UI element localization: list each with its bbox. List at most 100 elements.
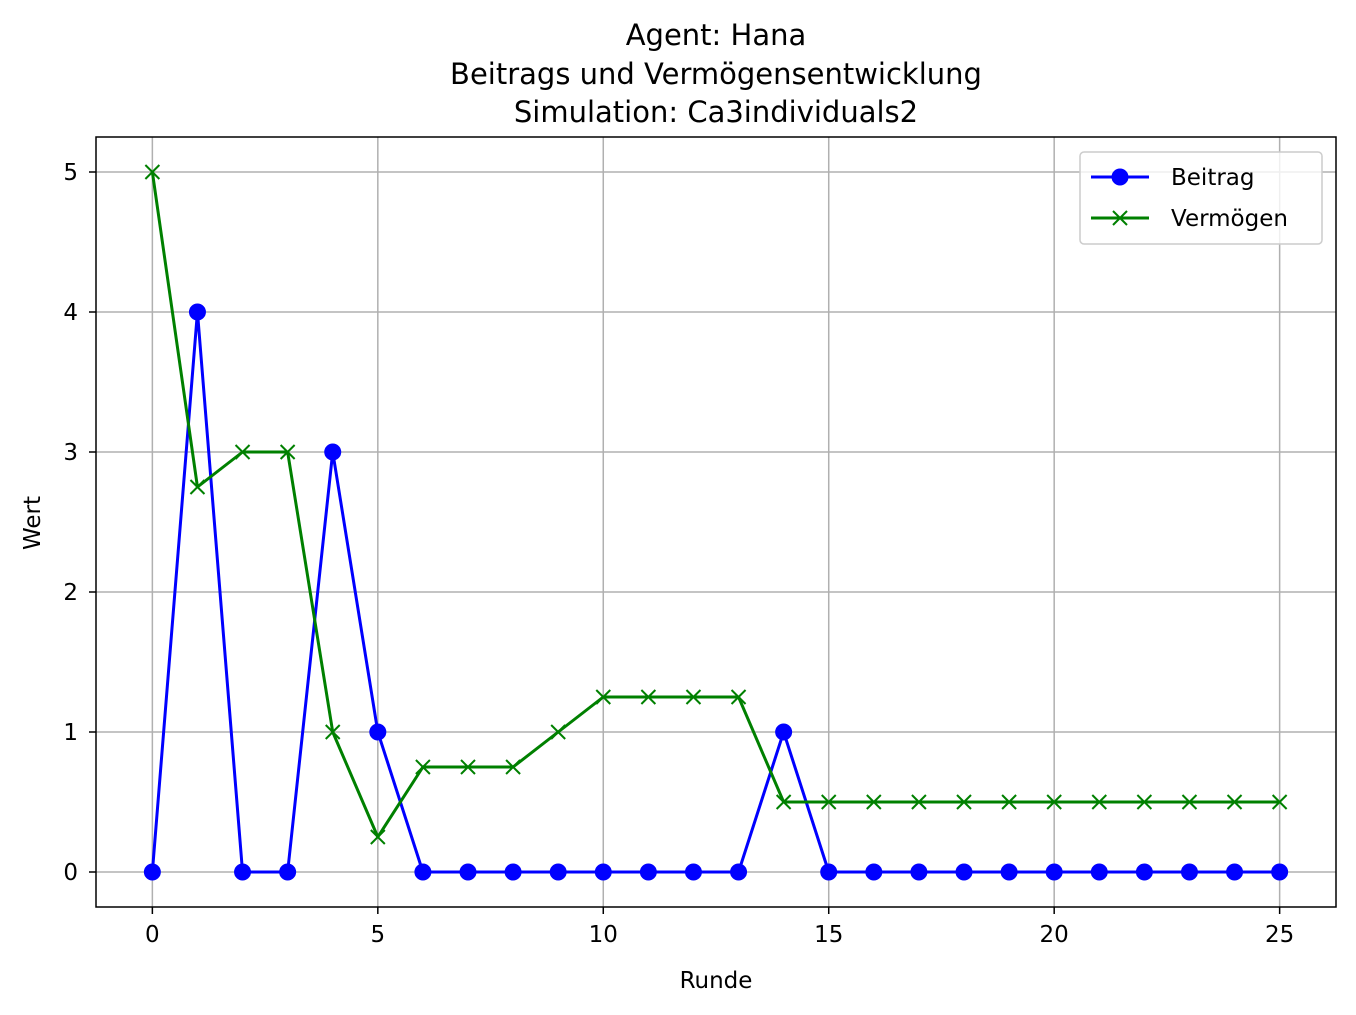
data-point-vermoegen [775, 794, 792, 810]
y-tick-label: 4 [63, 300, 78, 326]
data-point-vermoegen [1271, 794, 1288, 810]
legend-item-vermoegen: Vermögen [1091, 206, 1288, 232]
data-point-beitrag [1135, 863, 1153, 881]
legend: Beitrag Vermögen [1079, 151, 1323, 245]
data-point-vermoegen-stroke [189, 479, 206, 495]
series-beitrag [143, 303, 1289, 881]
data-point-vermoegen-stroke [1181, 794, 1198, 810]
data-point-vermoegen [234, 444, 251, 460]
data-point-vermoegen-stroke [1226, 794, 1243, 810]
data-point-vermoegen-stroke [279, 444, 296, 460]
series-layer [143, 164, 1289, 881]
data-point-vermoegen [685, 689, 702, 705]
data-point-beitrag [369, 723, 387, 741]
data-point-vermoegen [1046, 794, 1062, 810]
y-tick-label: 2 [63, 580, 78, 606]
x-tick-label: 5 [370, 922, 385, 948]
data-point-beitrag [279, 863, 297, 881]
data-point-vermoegen-stroke [730, 689, 747, 705]
data-point-vermoegen-stroke [144, 164, 161, 180]
data-point-beitrag [1090, 863, 1108, 881]
data-point-beitrag [1226, 863, 1244, 881]
series-vermoegen [144, 164, 1288, 845]
legend-marker [1111, 168, 1129, 186]
y-tick-label: 1 [63, 720, 78, 746]
data-point-vermoegen [1136, 794, 1153, 810]
y-tick-label: 3 [63, 440, 78, 466]
data-point-beitrag [1045, 863, 1063, 881]
data-point-vermoegen [730, 689, 747, 705]
data-point-beitrag [188, 303, 206, 321]
x-tick-label: 25 [1265, 922, 1294, 948]
data-point-vermoegen [595, 689, 611, 705]
data-point-beitrag [775, 723, 793, 741]
data-point-beitrag [143, 863, 161, 881]
y-tick-label: 0 [63, 860, 78, 886]
chart-title: Agent: Hana Beitrags und Vermögensentwic… [450, 18, 982, 129]
data-point-vermoegen-stroke [550, 724, 566, 740]
data-point-vermoegen [550, 724, 566, 740]
data-point-vermoegen [821, 794, 837, 810]
data-point-beitrag [549, 863, 567, 881]
data-point-beitrag [1000, 863, 1018, 881]
data-point-beitrag [955, 863, 973, 881]
data-point-vermoegen [1001, 794, 1017, 810]
data-point-vermoegen-stroke [1271, 794, 1288, 810]
data-point-beitrag [1271, 863, 1289, 881]
data-point-vermoegen [956, 794, 972, 810]
data-point-vermoegen [144, 164, 161, 180]
x-axis-label: Runde [680, 968, 753, 994]
data-point-vermoegen [415, 759, 431, 775]
legend-marker-stroke [1112, 210, 1128, 226]
data-point-vermoegen-stroke [1136, 794, 1153, 810]
data-point-vermoegen-stroke [234, 444, 251, 460]
data-point-vermoegen-stroke [370, 829, 386, 845]
data-point-beitrag [594, 863, 612, 881]
data-point-vermoegen [189, 479, 206, 495]
grid [96, 137, 1336, 907]
data-point-beitrag [1180, 863, 1198, 881]
data-point-vermoegen [1226, 794, 1243, 810]
data-point-vermoegen [1181, 794, 1198, 810]
data-point-beitrag [234, 863, 252, 881]
y-tick-label: 5 [63, 160, 78, 186]
title-line-1: Agent: Hana [626, 18, 807, 52]
data-point-vermoegen-stroke [911, 794, 927, 810]
data-point-vermoegen [866, 794, 882, 810]
data-point-vermoegen-stroke [775, 794, 792, 810]
data-point-vermoegen-stroke [505, 759, 521, 775]
data-point-beitrag [504, 863, 522, 881]
data-point-beitrag [684, 863, 702, 881]
data-point-vermoegen-stroke [1001, 794, 1017, 810]
legend-marker [1112, 210, 1128, 226]
legend-item-beitrag: Beitrag [1091, 165, 1255, 191]
data-point-vermoegen-stroke [325, 724, 341, 740]
data-point-vermoegen [640, 689, 657, 705]
plot-frame [95, 136, 1337, 908]
legend-label: Vermögen [1171, 206, 1288, 232]
data-point-beitrag [730, 863, 748, 881]
data-point-beitrag [414, 863, 432, 881]
data-point-beitrag [910, 863, 928, 881]
ticks: 0 5 10 15 20 25 0 1 2 3 4 5 [63, 160, 1294, 948]
data-point-vermoegen [1091, 794, 1107, 810]
y-axis-label: Wert [20, 496, 46, 550]
x-tick-label: 15 [814, 922, 843, 948]
data-point-beitrag [820, 863, 838, 881]
title-line-3: Simulation: Ca3individuals2 [514, 95, 918, 129]
data-point-vermoegen-stroke [956, 794, 972, 810]
legend-box [1079, 151, 1323, 245]
data-point-vermoegen-stroke [595, 689, 611, 705]
data-point-vermoegen [325, 724, 341, 740]
legend-label: Beitrag [1171, 165, 1255, 191]
title-line-2: Beitrags und Vermögensentwicklung [450, 57, 982, 91]
data-point-beitrag [324, 443, 342, 461]
data-point-beitrag [639, 863, 657, 881]
x-tick-label: 0 [145, 922, 160, 948]
data-point-vermoegen [279, 444, 296, 460]
data-point-vermoegen [505, 759, 521, 775]
data-point-vermoegen-stroke [640, 689, 657, 705]
data-point-vermoegen-stroke [821, 794, 837, 810]
data-point-vermoegen-stroke [415, 759, 431, 775]
data-point-vermoegen-stroke [685, 689, 702, 705]
